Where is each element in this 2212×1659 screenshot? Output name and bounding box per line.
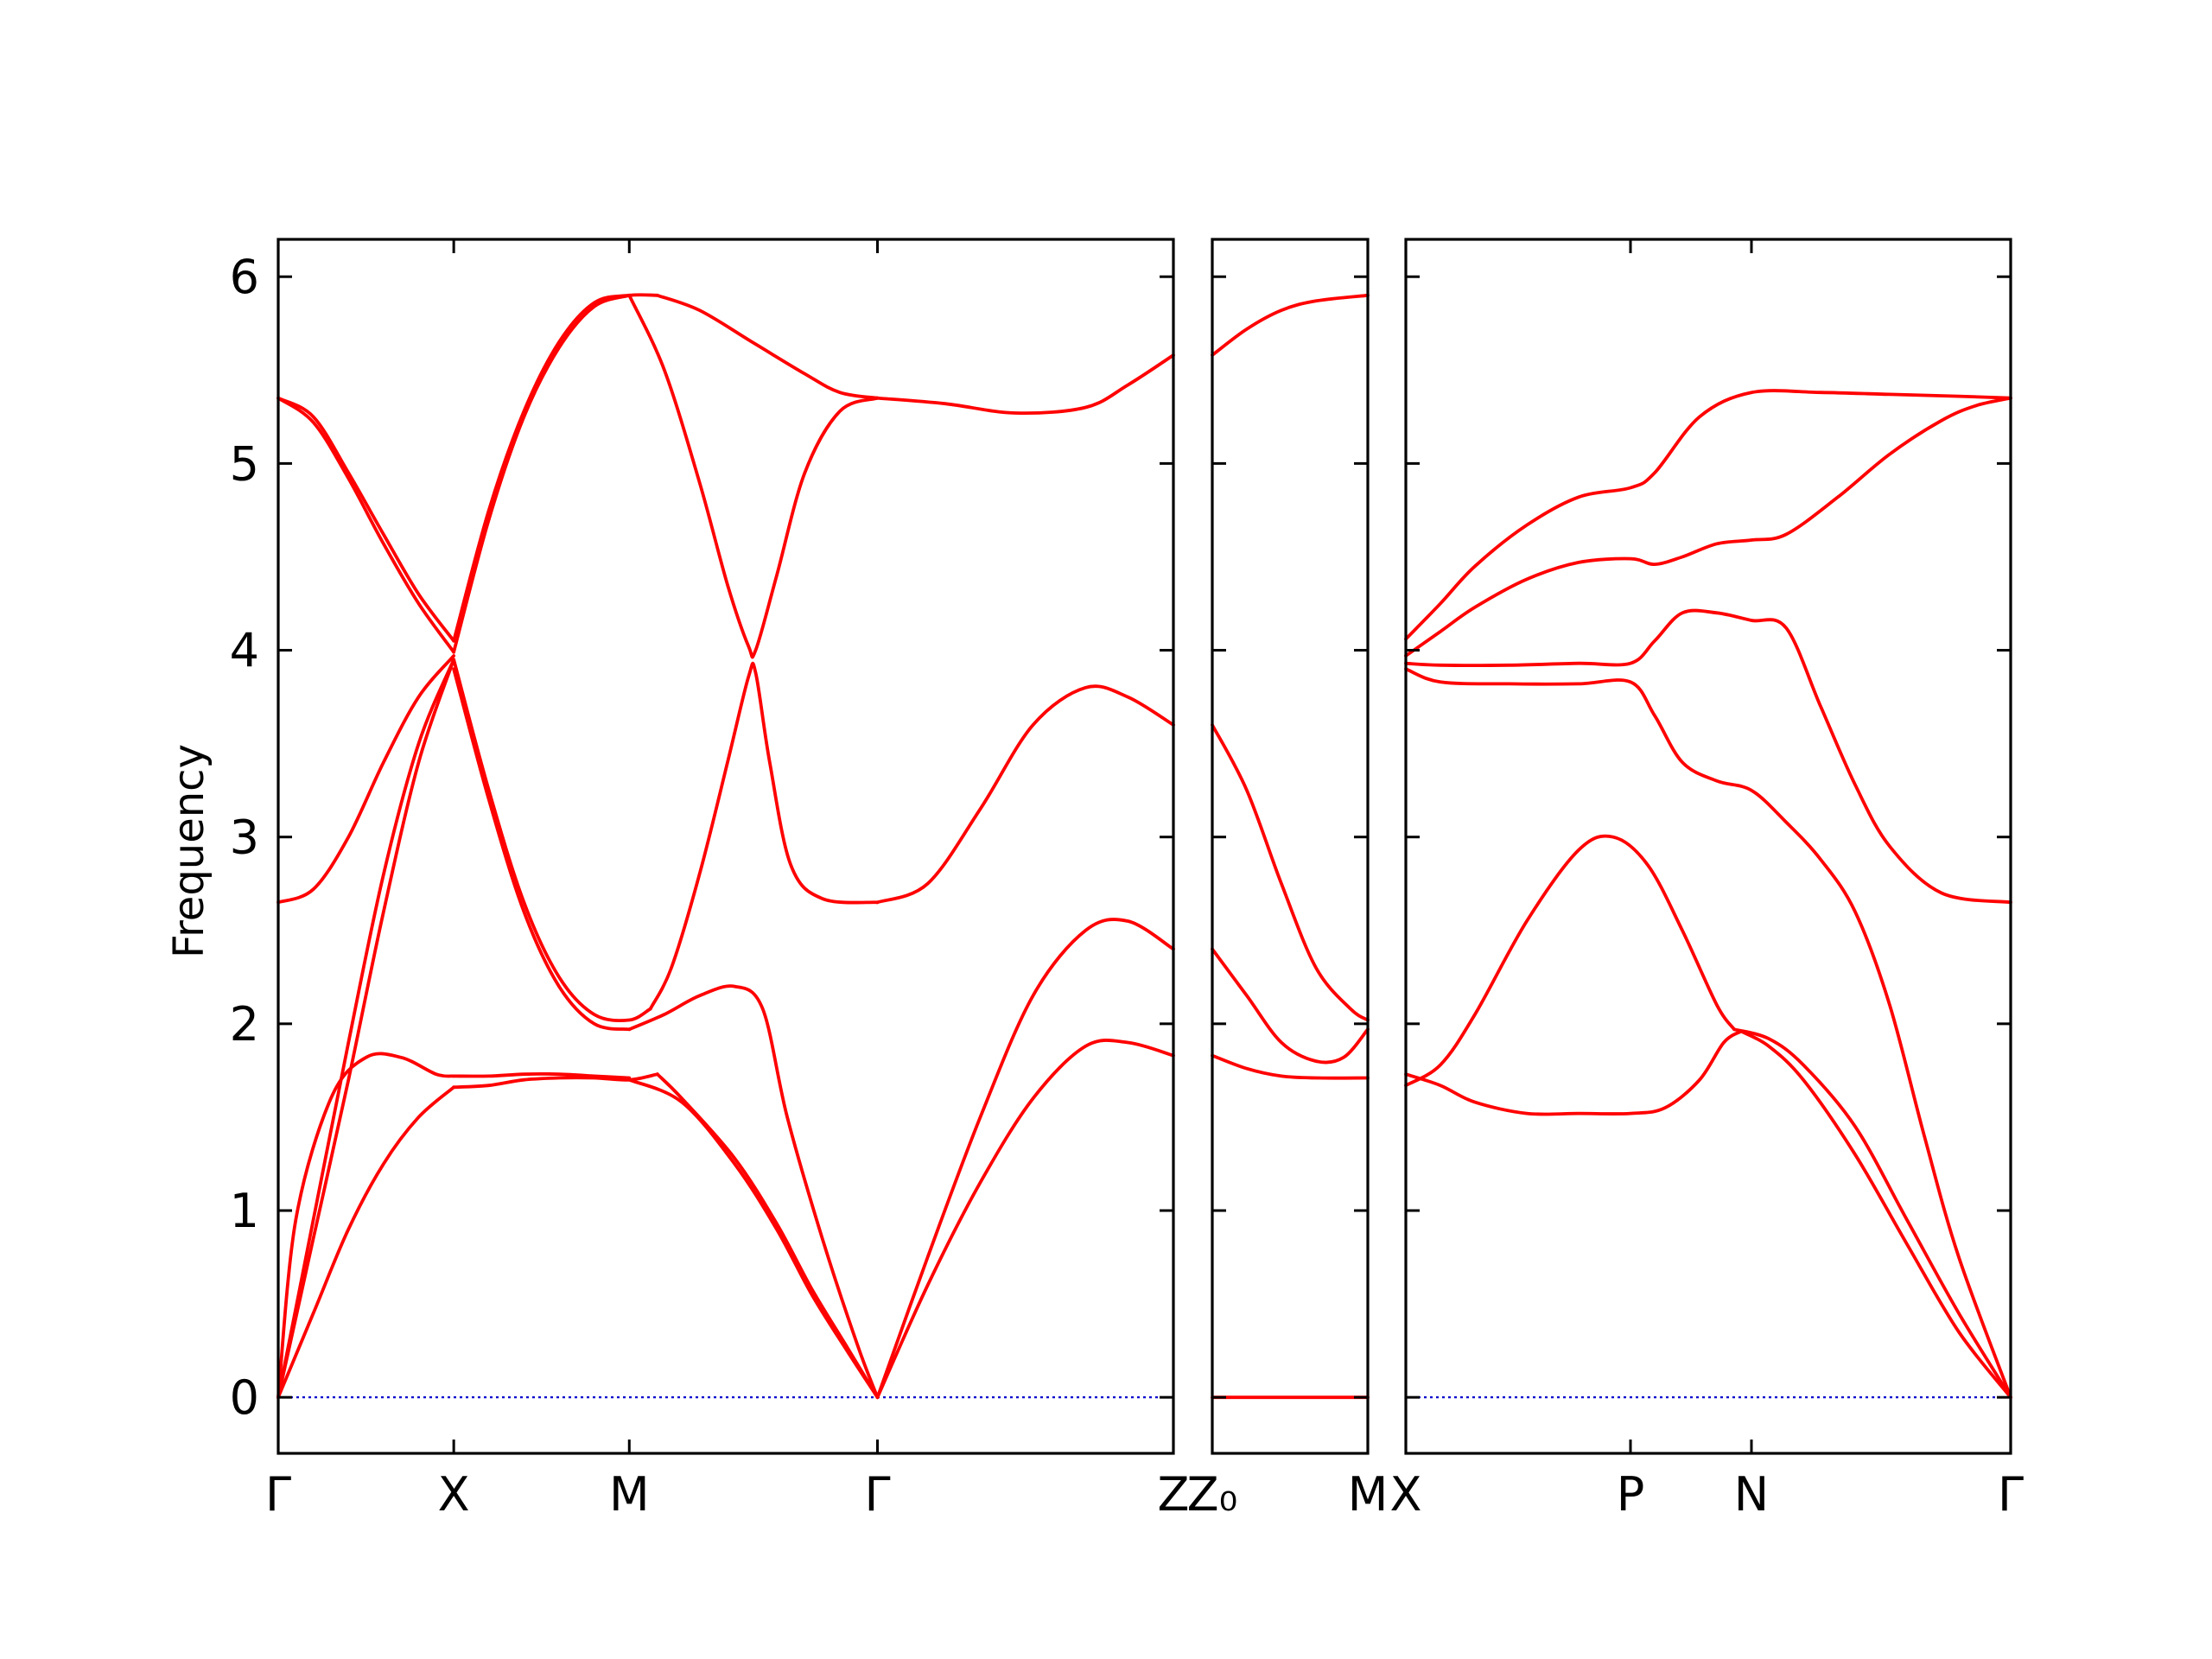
band-line-11 (452, 667, 632, 1032)
band-line-10 (452, 658, 652, 1023)
x-tick-label-1: Z₀ (1187, 1467, 1238, 1522)
x-tick-label-5: Z (1158, 1467, 1190, 1522)
x-tick-label-2: X (438, 1467, 470, 1522)
band-line-6 (276, 396, 455, 643)
band-line-12 (452, 1072, 632, 1080)
band-line-18 (627, 293, 880, 659)
panel-2: Z₀ M (1187, 238, 1389, 1522)
band-line-16 (627, 984, 880, 1400)
band-line-6 (1404, 1029, 1743, 1116)
band-line-19 (655, 293, 880, 400)
panel-frame (1211, 238, 1370, 1455)
band-line-8 (452, 293, 659, 643)
band-line-17 (648, 662, 880, 1011)
band-line-3 (1211, 947, 1370, 1065)
band-line-20 (875, 353, 1175, 416)
band-line-4 (1404, 667, 2012, 1400)
x-tick-label-2: P (1617, 1467, 1645, 1522)
y-tick-label-0: 0 (230, 1370, 259, 1425)
band-line-9 (452, 293, 632, 654)
x-tick-label-4: Γ (864, 1467, 890, 1522)
band-line-1 (276, 658, 455, 1400)
band-line-8 (1739, 1029, 2012, 1400)
x-tick-label-1: X (1390, 1467, 1422, 1522)
band-line-4 (1211, 1053, 1370, 1080)
x-tick-label-3: N (1734, 1467, 1769, 1522)
band-line-7 (1732, 1027, 2012, 1400)
band-line-15 (655, 1072, 880, 1400)
panel-1: 0 1 2 3 4 5 6 Γ X M Γ Z (230, 238, 1190, 1522)
band-line-1 (1404, 389, 2012, 641)
y-tick-label-2: 2 (230, 997, 259, 1052)
band-line-7 (276, 396, 455, 654)
panel-frame (276, 238, 1175, 1455)
band-line-3 (276, 1052, 455, 1400)
y-axis-label: Frequency (165, 744, 213, 958)
band-line-1 (1211, 293, 1370, 357)
y-tick-label-6: 6 (230, 250, 259, 304)
y-tick-label-3: 3 (230, 810, 259, 865)
band-line-22 (875, 918, 1175, 1400)
band-line-4 (276, 1085, 455, 1400)
x-tick-label-1: Γ (265, 1467, 291, 1522)
band-line-21 (875, 684, 1175, 905)
band-line-3 (1404, 608, 2012, 905)
band-line-5 (276, 654, 455, 905)
y-tick-label-1: 1 (230, 1184, 259, 1238)
x-tick-label-2: M (1348, 1467, 1389, 1522)
band-line-23 (875, 1039, 1175, 1400)
y-tick-label-4: 4 (230, 624, 259, 678)
band-line-2 (1211, 723, 1370, 1022)
panel-frame (1404, 238, 2012, 1455)
band-line-2 (1404, 396, 2012, 658)
x-tick-label-3: M (609, 1467, 650, 1522)
band-line-5 (1404, 834, 1736, 1088)
y-tick-label-5: 5 (230, 436, 259, 491)
band-line-2 (276, 658, 455, 1400)
x-tick-label-4: Γ (1998, 1467, 2024, 1522)
band-line-14 (627, 1077, 880, 1400)
